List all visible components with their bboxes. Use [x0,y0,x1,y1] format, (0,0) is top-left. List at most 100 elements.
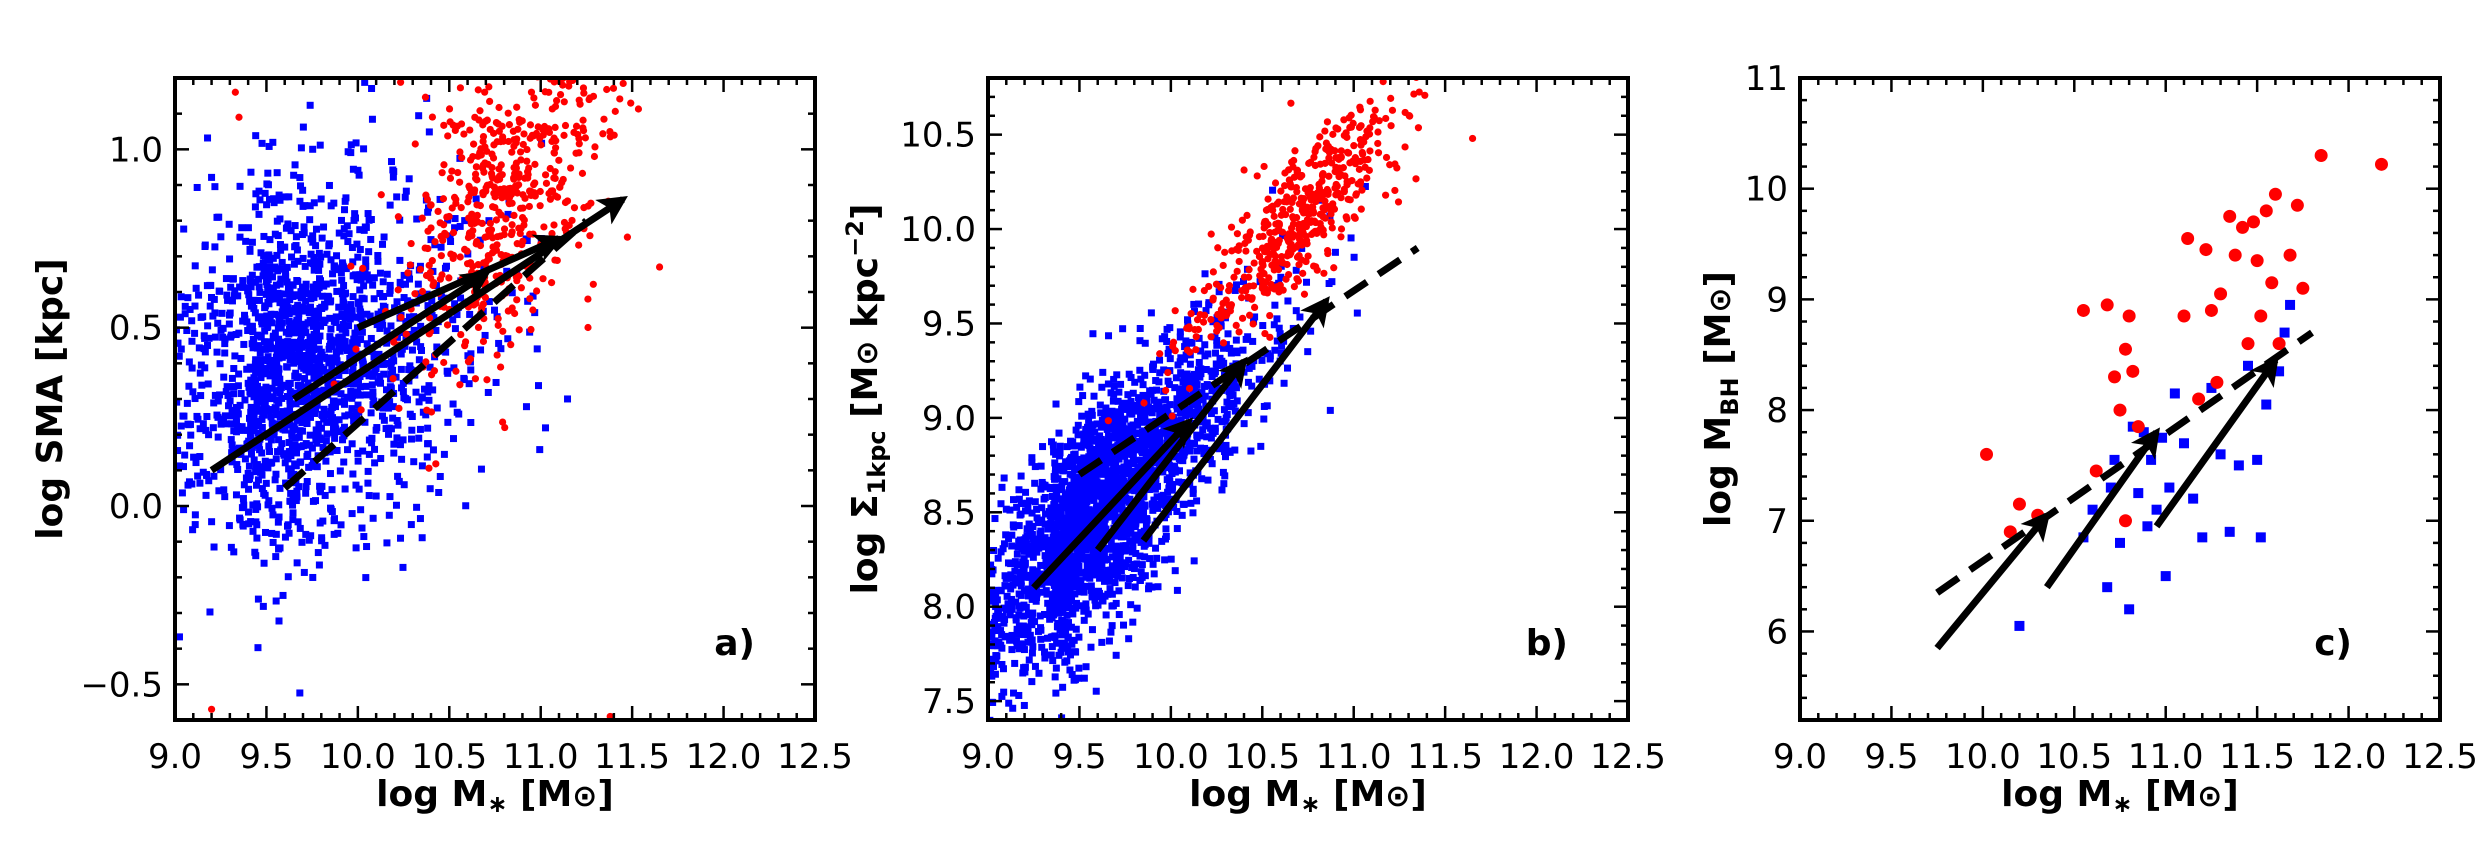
panel-b-late-type-point [1025,589,1033,597]
panel-b-late-type-point [1115,611,1123,619]
panel-b-late-type-point [1180,451,1188,459]
panel-a-early-type-point [627,99,635,107]
panel-a-late-type-point [268,290,276,298]
panel-a-late-type-point [365,436,373,444]
panel-a-early-type-point [555,156,563,164]
panel-b-late-type-point [1137,568,1145,576]
panel-b-late-type-point [1188,400,1196,408]
panel-b-late-type-point [1002,606,1010,614]
panel-b-late-type-point [1055,565,1063,573]
panel-a-late-type-point [376,269,384,277]
panel-a-late-type-point [269,334,277,342]
panel-a-late-type-point [381,303,389,311]
panel-a-late-type-point [314,258,322,266]
panel-b-late-type-point [1054,589,1062,597]
panel-a-early-type-point [547,187,555,195]
panel-b-late-type-point [1220,406,1228,414]
panel-b-late-type-point [1146,404,1154,412]
panel-a-early-type-point [483,181,491,189]
panel-b-late-type-point [1016,511,1024,519]
panel-a-late-type-point [236,233,244,241]
panel-b-late-type-point [1067,512,1075,520]
panel-b-late-type-point [1149,447,1157,455]
panel-a-early-type-point [517,32,524,39]
panel-a-early-type-point [449,229,458,237]
panel-b-late-type-point [1090,392,1098,400]
panel-b-late-type-point [1113,484,1121,492]
panel-a-late-type-point [302,530,310,538]
panel-b-late-type-point [1107,628,1115,636]
panel-a-early-type-point [456,178,464,186]
panel-a-late-type-point [307,532,315,540]
panel-a-late-type-point [425,128,433,136]
panel-a-late-type-point [407,521,415,529]
panel-a-early-type-point [586,94,594,102]
panel-a-late-type-point [305,463,313,471]
panel-b-late-type-point [1125,400,1133,408]
panel-a-late-type-point [277,383,285,391]
panel-a-late-type-point [210,543,218,551]
panel-b-late-type-point [1135,407,1143,415]
panel-b-late-type-point [1126,495,1134,503]
panel-a-late-type-point [294,415,302,423]
panel-b-late-type-point [1184,316,1192,324]
panel-a-early-type-point [456,148,464,156]
panel-a-late-type-point [415,398,423,406]
panel-b-late-type-point [988,628,993,636]
panel-a-late-type-point [400,481,408,489]
panel-a-late-type-point [290,260,298,268]
panel-b-late-type-point [1081,513,1089,521]
panel-b-late-type-point [1271,346,1279,354]
panel-b-late-type-point [1219,468,1227,476]
panel-b-late-type-point [1000,688,1008,696]
panel-b-late-type-point [1017,500,1025,508]
panel-a-late-type-point [203,413,211,421]
panel-b-late-type-point [1007,585,1015,593]
panel-b-late-type-point [1015,691,1023,699]
panel-b-late-type-point [1058,479,1066,487]
panel-a-late-type-point [221,340,229,348]
panel-a-late-type-point [426,485,434,493]
panel-a-late-type-point [214,433,222,441]
panel-a-late-type-point [358,328,366,336]
panel-b-late-type-point [1231,407,1239,415]
panel-a-late-type-point [267,413,275,421]
panel-b-late-type-point [1111,571,1119,579]
panel-b-late-type-point [1045,578,1053,586]
panel-a-late-type-point [272,470,280,478]
panel-a-late-type-point [339,303,347,311]
panel-b-late-type-point [988,586,996,594]
panel-a-late-type-point [338,312,346,320]
panel-a-late-type-point [308,339,316,347]
panel-b-late-type-point [1028,530,1036,538]
panel-b-late-type-point [1129,389,1137,397]
panel-a-late-type-point [385,430,393,438]
panel-a-late-type-point [388,358,396,366]
panel-a-late-type-point [177,345,185,353]
panel-b-late-type-point [1063,611,1071,619]
panel-b-late-type-point [1045,508,1053,516]
panel-a-late-type-point [352,313,360,321]
panel-b-late-type-point [1087,569,1095,577]
panel-a-late-type-point [226,255,234,263]
panel-b-late-type-point [1017,582,1025,590]
panel-b-late-type-point [1076,494,1084,502]
panel-b-late-type-point [1012,616,1020,624]
panel-b-late-type-point [1132,430,1140,438]
panel-b-early-type-point [1337,147,1345,155]
panel-a-late-type-point [288,281,296,289]
panel-a-late-type-point [291,243,299,251]
panel-b-early-type-point [1227,223,1236,231]
panel-a-late-type-point [269,254,277,262]
panel-a-early-type-point [546,195,555,203]
panel-a-late-type-point [349,293,357,301]
panel-a-early-type-point [436,275,444,283]
panel-a-early-type-point [599,130,607,138]
panel-a-early-type-point [602,59,609,66]
panel-a-late-type-point [326,314,334,322]
panel-a-late-type-point [348,394,356,402]
panel-a-early-type-point [581,134,589,142]
panel-b-late-type-point [1116,449,1124,457]
panel-a-late-type-point [327,297,335,305]
panel-a-late-type-point [342,289,350,297]
